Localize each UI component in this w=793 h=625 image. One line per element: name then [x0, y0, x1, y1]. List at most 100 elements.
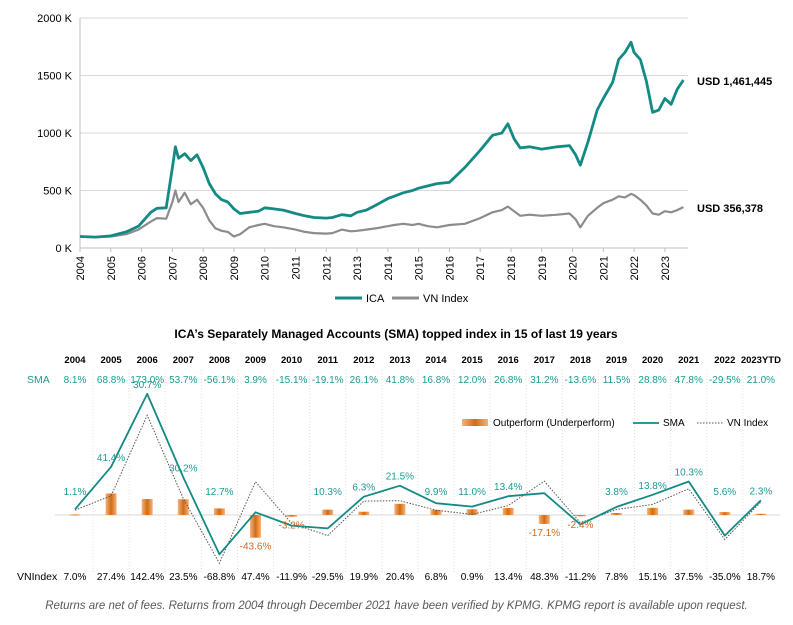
outperform-value-label: 2.3%: [750, 486, 773, 497]
outperform-value-label: 30.7%: [133, 380, 161, 391]
sma-return-label: -29.5%: [709, 375, 741, 386]
outperform-bar: [574, 515, 586, 517]
outperform-bar: [755, 513, 767, 515]
x-tick-label: 2012: [321, 256, 333, 280]
sma-return-label: -19.1%: [312, 375, 344, 386]
outperform-value-label: 41.4%: [97, 453, 125, 464]
y-tick-label: 2000 K: [37, 13, 73, 25]
sma-return-label: 8.1%: [64, 375, 87, 386]
vnindex-return-label: 19.9%: [350, 572, 378, 583]
legend-sma-label: SMA: [663, 418, 685, 429]
outperform-value-label: 21.5%: [386, 472, 414, 483]
sma-return-label: 173.0%: [130, 375, 164, 386]
growth-line-chart: 0 K 500 K 1000 K 1500 K 2000 K 2004 2005 2006 20…: [37, 13, 772, 305]
outperform-bar: [105, 493, 117, 515]
x-tick-label: 2022: [629, 256, 641, 280]
year-header-label: 2022: [714, 355, 735, 366]
outperform-bar: [538, 515, 550, 524]
legend-vn-label: VN Index: [423, 293, 469, 305]
year-header-label: 2004: [64, 355, 86, 366]
vn-end-value-label: USD 356,378: [697, 203, 763, 215]
year-header-label: 2008: [209, 355, 230, 366]
legend-outperform-label: Outperform (Underperform): [493, 418, 615, 429]
outperform-value-label: 10.3%: [675, 468, 703, 479]
year-header-label: 2009: [245, 355, 266, 366]
legend-outperform-swatch: [462, 419, 488, 426]
x-tick-label: 2015: [414, 256, 426, 280]
sma-return-label: 26.1%: [350, 375, 378, 386]
year-header-label: 2023YTD: [741, 355, 781, 366]
chart-title: ICA’s Separately Managed Accounts (SMA) …: [174, 327, 618, 341]
sma-return-label: 53.7%: [169, 375, 197, 386]
y-tick-label: 1500 K: [37, 71, 73, 83]
year-header-label: 2016: [498, 355, 519, 366]
year-header-label: 2014: [425, 355, 447, 366]
year-header-label: 2012: [353, 355, 374, 366]
outperform-value-label: -43.6%: [240, 542, 272, 553]
outperform-bar: [430, 509, 442, 515]
outperform-value-label: 12.7%: [205, 487, 233, 498]
sma-return-line: [74, 393, 762, 556]
sma-return-label: 28.8%: [638, 375, 666, 386]
outperform-value-label: 9.9%: [425, 487, 448, 498]
x-tick-label: 2013: [352, 256, 364, 280]
outperform-bar: [177, 499, 189, 515]
ica-series-line: [79, 40, 685, 239]
x-tick-label: 2004: [75, 256, 87, 280]
vnindex-return-label: 18.7%: [747, 572, 775, 583]
outperform-value-label: 13.4%: [494, 482, 522, 493]
vn-index-return-line: [74, 414, 762, 565]
x-tick-label: 2016: [444, 256, 456, 280]
vnindex-return-label: 13.4%: [494, 572, 522, 583]
outperform-value-label: -17.1%: [528, 528, 560, 539]
footnote: Returns are net of fees. Returns from 20…: [45, 600, 748, 612]
outperform-value-label: 1.1%: [64, 487, 87, 498]
sma-return-label: -56.1%: [204, 375, 236, 386]
outperform-value-label: 10.3%: [314, 487, 342, 498]
year-header-label: 2013: [389, 355, 410, 366]
outperform-bar: [683, 509, 695, 515]
outperform-value-label: 3.8%: [605, 487, 628, 498]
outperform-value-label: 6.3%: [352, 483, 375, 494]
sma-row-label: SMA: [27, 374, 50, 386]
outperform-value-label: 5.6%: [713, 487, 736, 498]
year-header-label: 2006: [137, 355, 158, 366]
sma-return-label: 21.0%: [747, 375, 775, 386]
outperform-bar: [466, 509, 478, 515]
x-tick-label: 2019: [537, 256, 549, 280]
vnindex-return-label: 6.8%: [425, 572, 448, 583]
y-tick-label: 0 K: [55, 243, 72, 255]
legend-ica-label: ICA: [366, 293, 385, 305]
x-tick-label: 2005: [106, 256, 118, 280]
x-tick-label: 2006: [137, 256, 149, 280]
outperform-bar: [322, 509, 334, 515]
vnindex-return-label: 27.4%: [97, 572, 125, 583]
outperform-bar: [647, 507, 659, 515]
sma-return-label: 41.8%: [386, 375, 414, 386]
outperform-value-label: 13.8%: [638, 481, 666, 492]
outperform-value-label: -2.4%: [567, 520, 593, 531]
vnindex-return-label: -68.8%: [204, 572, 236, 583]
outperform-bar: [358, 511, 370, 515]
outperform-bar: [502, 508, 514, 515]
year-header-label: 2019: [606, 355, 627, 366]
outperform-bar: [611, 513, 622, 515]
x-tick-label: 2021: [598, 256, 610, 280]
year-header-label: 2021: [678, 355, 700, 366]
vnindex-return-label: 142.4%: [130, 572, 164, 583]
vn-index-series-line: [79, 189, 684, 239]
year-header-label: 2017: [534, 355, 555, 366]
vnindex-row-label: VNIndex: [17, 571, 58, 583]
sma-return-label: 3.9%: [244, 375, 267, 386]
vnindex-return-label: 47.4%: [241, 572, 269, 583]
x-tick-label: 2009: [229, 256, 241, 280]
outperform-bar: [213, 508, 225, 515]
vnindex-return-label: -35.0%: [709, 572, 741, 583]
sma-return-label: -15.1%: [276, 375, 308, 386]
x-tick-label: 2017: [475, 256, 487, 280]
outperform-bar: [141, 499, 153, 515]
legend-vn-label: VN Index: [727, 418, 768, 429]
vnindex-return-label: 37.5%: [675, 572, 703, 583]
vnindex-return-label: -11.9%: [276, 572, 307, 583]
